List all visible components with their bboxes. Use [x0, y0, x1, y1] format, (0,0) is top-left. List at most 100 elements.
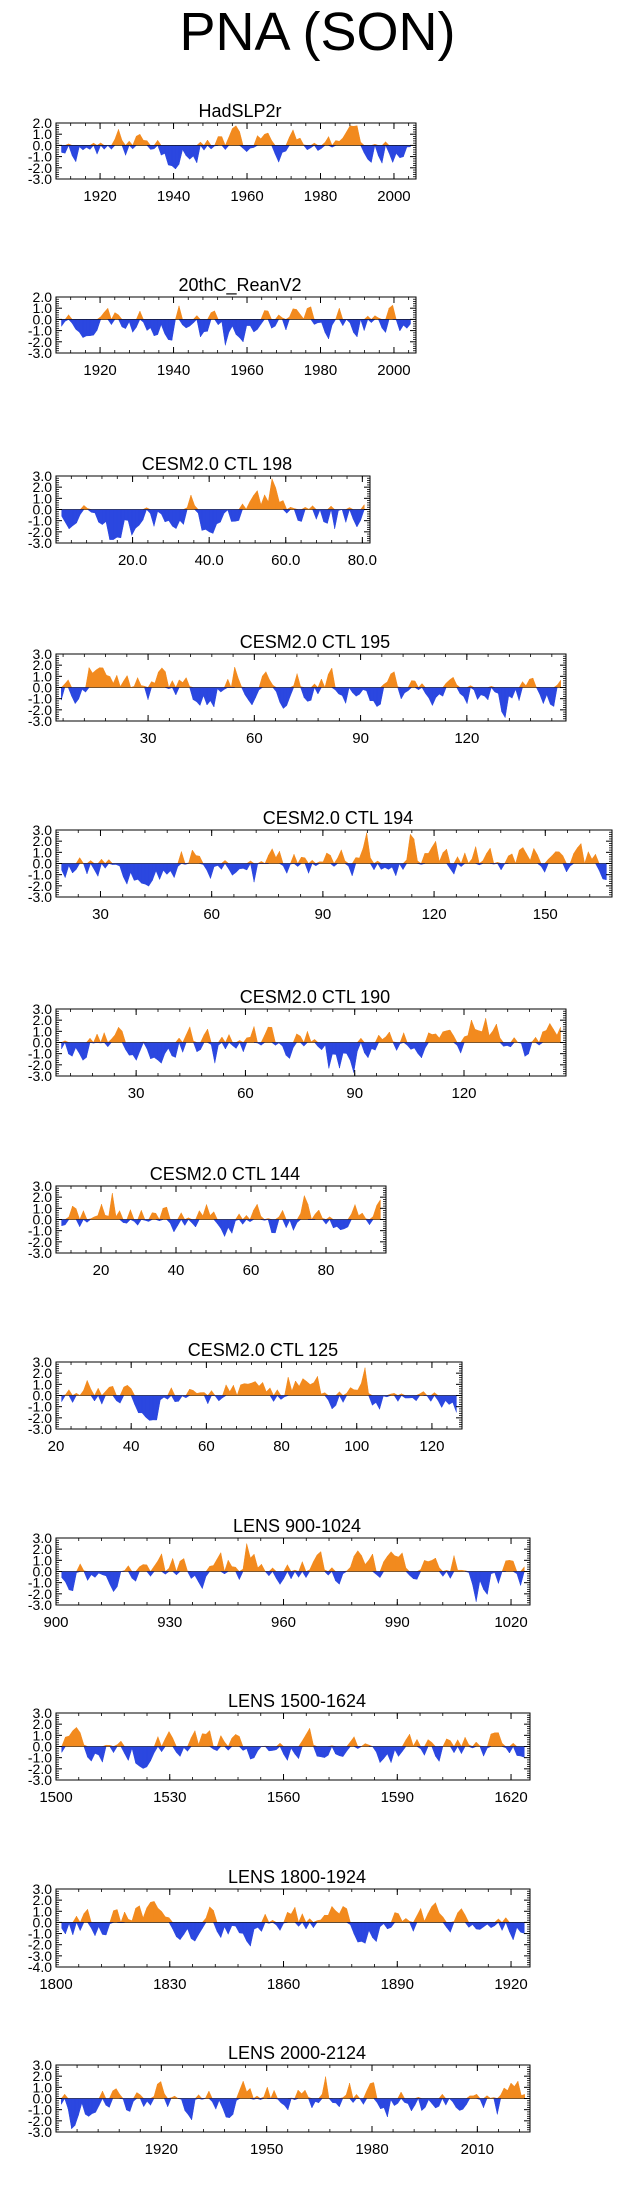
y-tick-label: -3.0: [28, 1421, 52, 1437]
x-tick-label: 80.0: [348, 552, 377, 569]
page-title: PNA (SON): [179, 2, 456, 62]
x-tick-label: 900: [43, 1614, 68, 1631]
chart-title: CESM2.0 CTL 125: [188, 1340, 338, 1360]
x-tick-label: 1920: [145, 2141, 178, 2158]
y-tick-label: -1.0: [28, 1575, 52, 1591]
x-tick-label: 1950: [250, 2141, 283, 2158]
y-tick-label: -3.0: [28, 171, 52, 187]
x-tick-label: 1860: [267, 1976, 300, 1993]
x-tick-label: 1830: [153, 1976, 186, 1993]
chart-panel: 20thC_ReanV2 2.01.00.0-1.0-2.0-3.0 1920 194…: [28, 275, 417, 379]
y-tick-label: 3.0: [33, 1178, 53, 1194]
y-tick-label: 2.0: [33, 833, 53, 849]
y-tick-label: 2.0: [33, 1541, 53, 1557]
y-tick-label: -1.0: [28, 867, 52, 883]
chart-panel: CESM2.0 CTL 190 3.02.01.00.0-1.0-2.0-3.0 3…: [28, 987, 567, 1102]
y-tick-label: 3.0: [33, 1881, 53, 1897]
x-tick-label: 30: [128, 1085, 145, 1102]
x-tick-label: 120: [451, 1085, 476, 1102]
x-tick-label: 30: [92, 906, 109, 923]
x-tick-label: 60: [198, 1438, 215, 1455]
x-tick-label: 1920: [494, 1976, 527, 1993]
y-tick-label: 3.0: [33, 2057, 53, 2073]
y-tick-label: -1.0: [28, 1750, 52, 1766]
y-tick-label: 0.0: [33, 680, 53, 696]
y-tick-label: -2.0: [28, 2113, 52, 2129]
x-tick-label: 80: [318, 1262, 335, 1279]
chart-title: CESM2.0 CTL 144: [150, 1164, 300, 1184]
x-tick-label: 2000: [377, 188, 410, 205]
x-tick-label: 960: [271, 1614, 296, 1631]
x-tick-label: 120: [419, 1438, 444, 1455]
negative-area: [61, 1042, 544, 1073]
y-tick-label: -1.0: [28, 323, 52, 339]
chart-title: LENS 1800-1924: [228, 1867, 366, 1887]
x-tick-label: 1920: [83, 362, 116, 379]
plot-frame: [55, 296, 417, 354]
y-tick-label: 0.0: [33, 1212, 53, 1228]
x-tick-label: 20: [48, 1438, 65, 1455]
y-tick-label: -4.0: [28, 1959, 52, 1975]
y-tick-label: -3.0: [28, 1245, 52, 1261]
y-tick-label: 2.0: [33, 1189, 53, 1205]
y-tick-label: 1.0: [33, 1552, 53, 1568]
chart-title: LENS 1500-1624: [228, 1691, 366, 1711]
x-tick-label: 20: [93, 1262, 110, 1279]
chart-panel: HadSLP2r 2.01.00.0-1.0-2.0-3.0 1920 1940 196…: [28, 101, 417, 205]
positive-area: [64, 1192, 381, 1220]
x-tick-label: 60: [203, 906, 220, 923]
y-tick-label: -3.0: [28, 1068, 52, 1084]
y-tick-label: 0.0: [33, 2091, 53, 2107]
y-tick-label: -2.0: [28, 702, 52, 718]
x-tick-label: 1920: [83, 188, 116, 205]
y-tick-label: -3.0: [28, 713, 52, 729]
y-tick-label: -1.0: [28, 149, 52, 165]
chart-title: 20thC_ReanV2: [178, 275, 301, 296]
y-tick-label: 0.0: [33, 1388, 53, 1404]
y-tick-label: -2.0: [28, 1937, 52, 1953]
y-tick-label: -2.0: [28, 1234, 52, 1250]
x-tick-label: 1890: [381, 1976, 414, 1993]
negative-area: [61, 863, 607, 887]
chart-title: LENS 900-1024: [233, 1516, 361, 1536]
x-tick-label: 1940: [157, 188, 190, 205]
y-tick-label: -3.0: [28, 345, 52, 361]
y-tick-label: 3.0: [33, 1001, 53, 1017]
x-tick-label: 1960: [230, 362, 263, 379]
x-tick-label: 1590: [381, 1789, 414, 1806]
x-tick-label: 90: [315, 906, 332, 923]
chart-title: CESM2.0 CTL 190: [240, 987, 390, 1007]
x-tick-label: 90: [346, 1085, 363, 1102]
y-tick-label: 0.0: [33, 311, 53, 327]
y-tick-label: -2.0: [28, 334, 52, 350]
negative-area: [61, 1746, 525, 1769]
y-tick-label: -3.0: [28, 1772, 52, 1788]
y-tick-label: 1.0: [33, 1727, 53, 1743]
x-tick-label: 60: [237, 1085, 254, 1102]
y-tick-label: 3.0: [33, 1354, 53, 1370]
y-tick-label: -2.0: [28, 1410, 52, 1426]
chart-title: CESM2.0 CTL 194: [263, 808, 413, 828]
positive-area: [61, 1367, 439, 1396]
x-tick-label: 20.0: [118, 552, 147, 569]
y-tick-label: 0.0: [33, 502, 53, 518]
negative-area: [61, 1219, 374, 1237]
y-tick-label: 0.0: [33, 1914, 53, 1930]
y-tick-label: -3.0: [28, 535, 52, 551]
negative-area: [61, 1395, 457, 1421]
y-tick-label: 1.0: [33, 1200, 53, 1216]
y-tick-label: 1.0: [33, 844, 53, 860]
x-tick-label: 1800: [39, 1976, 72, 1993]
positive-area: [65, 124, 390, 146]
x-tick-label: 40.0: [195, 552, 224, 569]
x-tick-label: 100: [344, 1438, 369, 1455]
negative-area: [61, 509, 365, 541]
y-tick-label: -3.0: [28, 889, 52, 905]
chart-panel: CESM2.0 CTL 144 3.02.01.00.0-1.0-2.0-3.0 2…: [28, 1164, 387, 1279]
y-tick-label: -1.0: [28, 1223, 52, 1239]
y-tick-label: 1.0: [33, 490, 53, 506]
y-tick-label: 1.0: [33, 1903, 53, 1919]
x-tick-label: 1940: [157, 362, 190, 379]
x-tick-label: 1560: [267, 1789, 300, 1806]
chart-title: HadSLP2r: [198, 101, 281, 121]
